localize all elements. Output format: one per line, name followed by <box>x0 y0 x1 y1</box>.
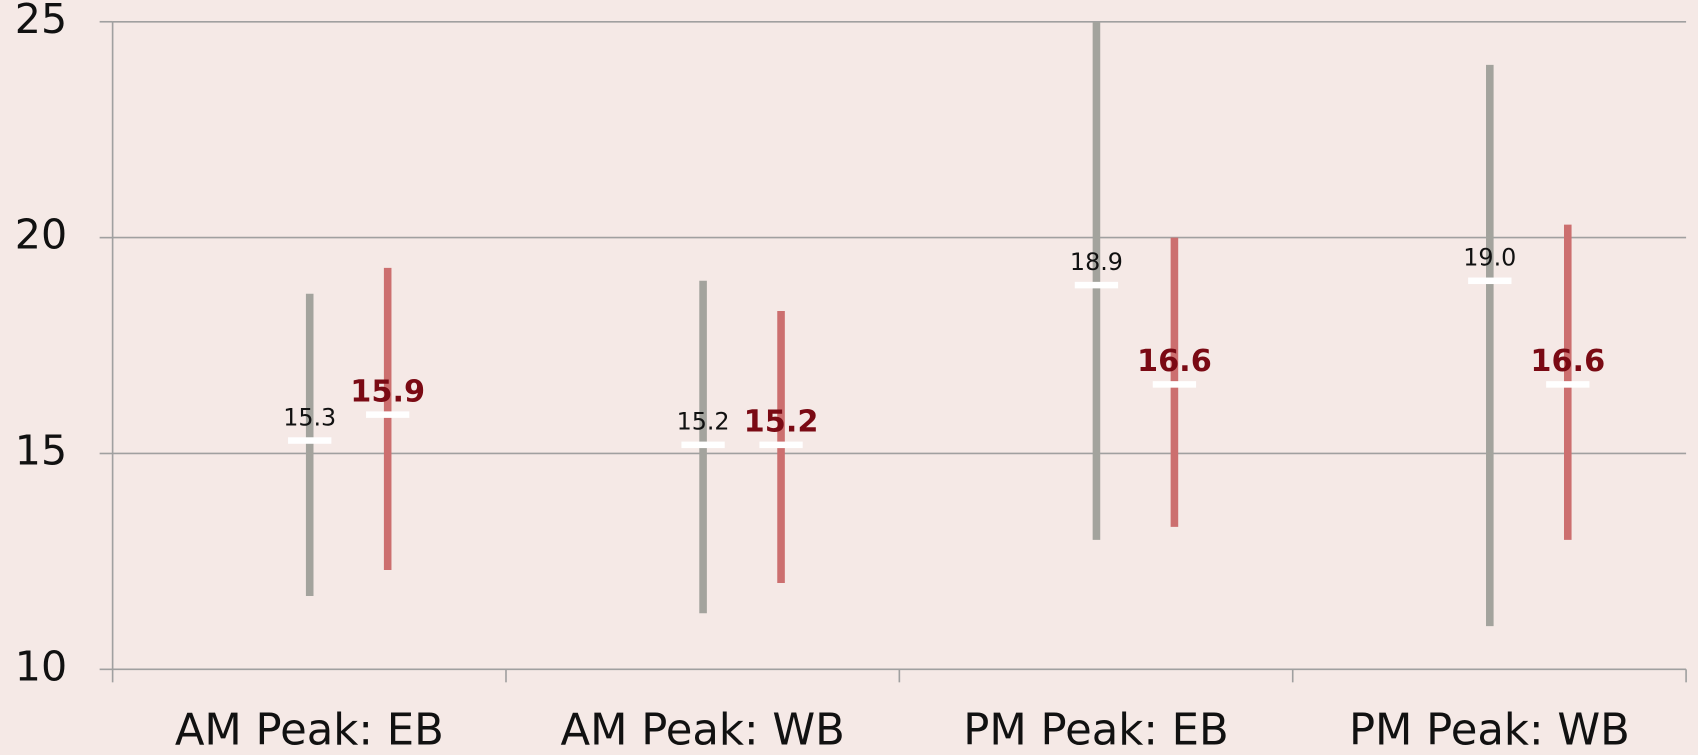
mean-marker <box>681 441 725 449</box>
value-label: 16.6 <box>1530 344 1605 379</box>
y-tick-label: 15 <box>15 426 67 474</box>
mean-marker <box>1546 381 1590 388</box>
y-tick-label: 10 <box>15 642 67 690</box>
value-label: 15.2 <box>677 408 730 436</box>
mean-marker <box>759 441 803 449</box>
value-label: 16.6 <box>1137 344 1212 379</box>
value-label: 15.9 <box>350 374 425 409</box>
value-label: 19.0 <box>1463 244 1516 272</box>
mean-marker <box>366 411 410 418</box>
x-tick-label: AM Peak: WB <box>560 706 844 755</box>
x-tick-label: PM Peak: EB <box>963 706 1228 755</box>
value-label: 18.9 <box>1070 248 1123 276</box>
value-label: 15.2 <box>744 405 819 440</box>
y-tick-label: 25 <box>15 0 67 43</box>
x-tick-label: PM Peak: WB <box>1349 706 1630 755</box>
mean-marker <box>288 437 332 444</box>
mean-marker <box>1152 381 1197 388</box>
y-tick-label: 20 <box>15 211 67 259</box>
x-tick-label: AM Peak: EB <box>175 706 444 755</box>
mean-marker <box>1074 281 1119 289</box>
mean-marker <box>1468 277 1512 285</box>
value-label: 15.3 <box>283 403 336 431</box>
